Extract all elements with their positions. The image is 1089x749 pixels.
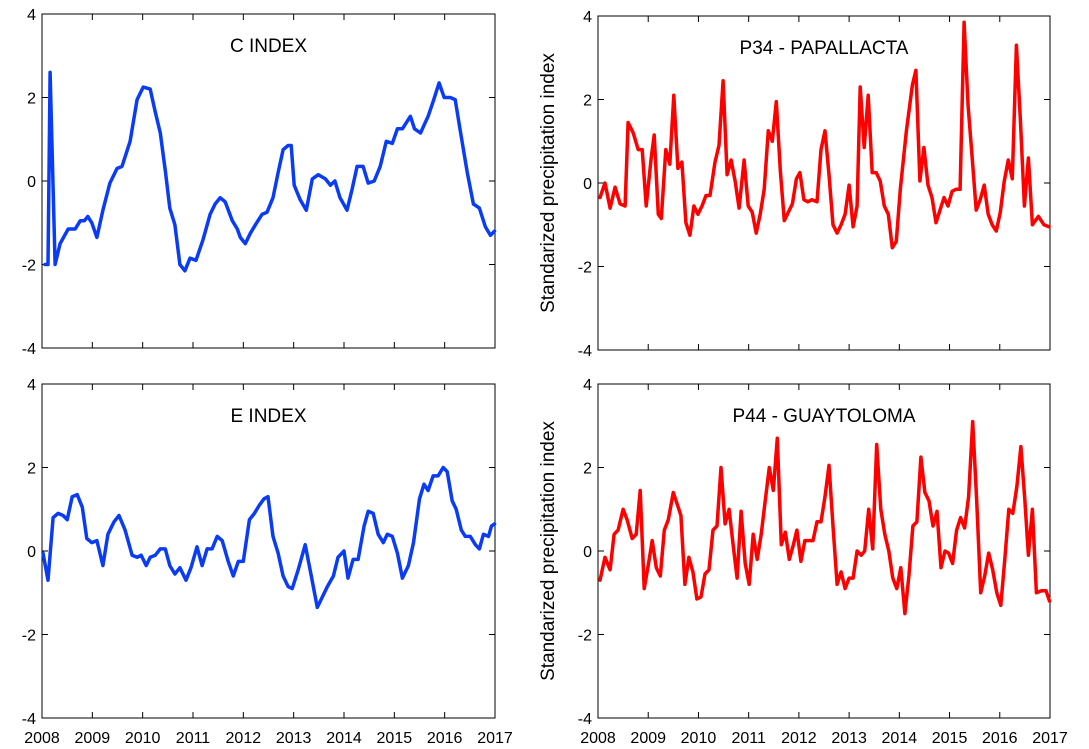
- series-line: [598, 419, 1052, 616]
- chart-title: P44 - GUAYTOLOMA: [732, 406, 915, 427]
- y-tick-label: 2: [27, 91, 36, 108]
- series-line: [598, 20, 1051, 250]
- plot-area: [41, 13, 496, 349]
- x-tick-label: 2017: [477, 730, 513, 747]
- x-tick-label: 2016: [427, 730, 463, 747]
- x-tick-label: 2009: [630, 730, 666, 747]
- y-tick-label: 0: [583, 176, 592, 193]
- x-tick-label: 2013: [831, 730, 867, 747]
- y-axis-label: Standarized precipitation index: [538, 53, 559, 313]
- plot-area: [41, 383, 496, 719]
- y-tick-label: 4: [583, 377, 592, 394]
- x-tick-label: 2012: [226, 730, 262, 747]
- x-tick-label: 2008: [580, 730, 616, 747]
- x-tick-label: 2015: [932, 730, 968, 747]
- chart-title: C INDEX: [230, 36, 307, 57]
- y-tick-label: -4: [578, 711, 592, 728]
- y-tick-label: 4: [583, 9, 592, 26]
- x-tick-label: 2011: [731, 730, 766, 747]
- y-tick-label: -2: [22, 628, 36, 645]
- y-tick-label: 0: [27, 174, 36, 191]
- y-tick-label: 0: [583, 544, 592, 561]
- y-tick-label: -4: [22, 711, 36, 728]
- plot-area: [597, 383, 1051, 719]
- y-axis-label: Standarized precipitation index: [538, 421, 559, 681]
- x-tick-label: 2013: [276, 730, 312, 747]
- y-tick-label: -4: [578, 343, 592, 360]
- y-tick-label: 2: [27, 461, 36, 478]
- y-tick-label: 2: [583, 461, 592, 478]
- x-tick-label: 2014: [882, 730, 918, 747]
- x-tick-label: 2014: [326, 730, 362, 747]
- y-tick-label: 4: [27, 7, 36, 24]
- chart-title: E INDEX: [230, 406, 306, 427]
- x-tick-label: 2008: [24, 730, 60, 747]
- x-tick-label: 2016: [982, 730, 1018, 747]
- chart-title: P34 - PAPALLACTA: [740, 38, 909, 59]
- x-tick-label: 2015: [377, 730, 413, 747]
- series-line: [43, 70, 497, 273]
- x-tick-label: 2012: [781, 730, 817, 747]
- y-tick-label: -2: [22, 258, 36, 275]
- plot-area: [597, 15, 1051, 351]
- y-tick-label: 4: [27, 377, 36, 394]
- y-tick-label: -4: [22, 341, 36, 358]
- x-tick-label: 2017: [1032, 730, 1068, 747]
- x-tick-label: 2010: [681, 730, 717, 747]
- x-tick-label: 2011: [176, 730, 211, 747]
- series-line: [41, 465, 497, 610]
- x-tick-label: 2009: [75, 730, 111, 747]
- y-tick-label: -2: [578, 628, 592, 645]
- y-tick-label: 2: [583, 93, 592, 110]
- y-tick-label: -2: [578, 260, 592, 277]
- x-tick-label: 2010: [125, 730, 161, 747]
- y-tick-label: 0: [27, 544, 36, 561]
